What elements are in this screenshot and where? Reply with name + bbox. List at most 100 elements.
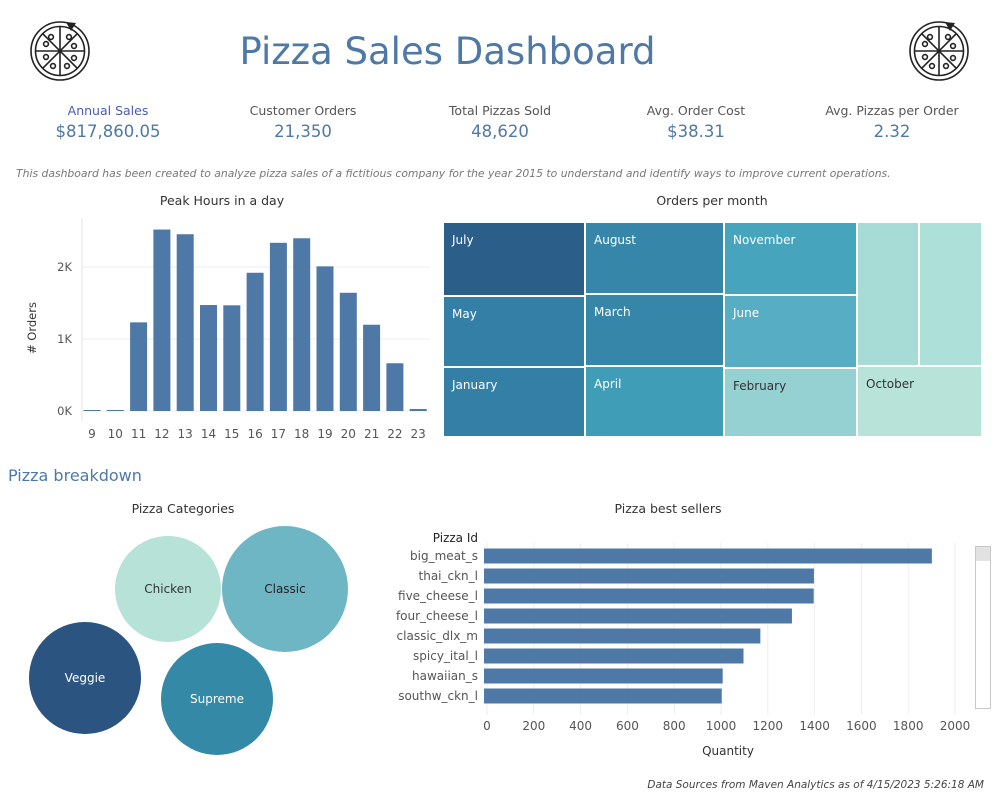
treemap-cell-label: March — [594, 305, 631, 319]
x-tick-label: 14 — [201, 427, 216, 441]
pizza-best-sellers-title: Pizza best sellers — [614, 501, 722, 516]
bar[interactable] — [153, 229, 171, 411]
bar[interactable] — [484, 648, 744, 664]
kpi-value: $817,860.05 — [55, 122, 161, 141]
y-axis-title: # Orders — [25, 302, 39, 354]
x-tick-label: 0 — [483, 719, 491, 733]
bar[interactable] — [484, 628, 761, 644]
best-sellers-scrollbar-thumb[interactable] — [976, 547, 990, 561]
bar[interactable] — [106, 410, 124, 411]
kpi-value: $38.31 — [667, 122, 725, 141]
x-tick-label: 15 — [224, 427, 239, 441]
treemap-cell[interactable]: February — [724, 368, 857, 437]
orders-per-month-title: Orders per month — [656, 193, 768, 208]
category-label: four_cheese_l — [396, 609, 478, 623]
treemap-cell[interactable] — [857, 222, 919, 366]
treemap-cell[interactable]: October — [857, 366, 982, 437]
pizza-logo-right-icon — [909, 21, 969, 81]
bubble-label: Classic — [264, 582, 306, 596]
treemap-cell[interactable]: May — [443, 296, 585, 367]
kpi-value: 48,620 — [471, 122, 529, 141]
kpi-avg-order-cost[interactable]: Avg. Order Cost $38.31 — [606, 103, 786, 141]
bar[interactable] — [223, 305, 241, 411]
x-axis-title: Quantity — [702, 744, 754, 758]
treemap-cell-label: February — [733, 379, 787, 393]
x-tick-label: 200 — [522, 719, 545, 733]
x-tick-label: 22 — [387, 427, 402, 441]
peak-hours-chart[interactable]: 0K 1K 2K # Orders 9 10 11 12 13 14 15 16 17 18 19 20 21 2… — [0, 210, 440, 450]
x-tick-label: 9 — [88, 427, 96, 441]
data-source-footer: Data Sources from Maven Analytics as of … — [647, 779, 984, 791]
y-tick-label: 1K — [57, 332, 72, 346]
section-title: Pizza breakdown — [8, 466, 142, 485]
x-tick-label: 19 — [317, 427, 332, 441]
bar[interactable] — [484, 568, 814, 584]
bar[interactable] — [293, 238, 311, 411]
x-tick-label: 1000 — [706, 719, 737, 733]
peak-hours-title: Peak Hours in a day — [159, 193, 285, 208]
bar[interactable] — [409, 408, 427, 411]
kpi-total-pizzas-sold[interactable]: Total Pizzas Sold 48,620 — [410, 103, 590, 141]
treemap-cell-label: May — [452, 307, 477, 321]
x-tick-label: 1400 — [799, 719, 830, 733]
treemap-cell[interactable]: August — [585, 222, 724, 294]
bar[interactable] — [484, 688, 722, 704]
bar[interactable] — [363, 324, 381, 411]
treemap-cell[interactable]: July — [443, 222, 585, 296]
bar[interactable] — [484, 668, 723, 684]
bar[interactable] — [484, 548, 932, 564]
bubble-label: Supreme — [190, 691, 244, 706]
kpi-avg-pizzas-per-order[interactable]: Avg. Pizzas per Order 2.32 — [802, 103, 982, 141]
treemap-cell[interactable]: April — [585, 366, 724, 437]
bar[interactable] — [339, 292, 357, 411]
kpi-value: 21,350 — [274, 122, 332, 141]
category-label: five_cheese_l — [398, 589, 478, 603]
bar[interactable] — [176, 234, 194, 411]
treemap-cell[interactable]: June — [724, 295, 857, 368]
category-bubble[interactable]: Classic — [222, 526, 348, 652]
bar[interactable] — [200, 305, 217, 411]
kpi-annual-sales[interactable]: Annual Sales $817,860.05 — [18, 103, 198, 141]
pizza-logo-left-icon — [30, 21, 90, 81]
x-tick-label: 16 — [247, 427, 262, 441]
x-tick-label: 21 — [364, 427, 379, 441]
bar[interactable] — [246, 272, 264, 411]
x-tick-label: 1800 — [893, 719, 924, 733]
x-tick-label: 13 — [178, 427, 193, 441]
x-tick-label: 1200 — [753, 719, 784, 733]
category-label: big_meat_s — [410, 549, 478, 563]
bar[interactable] — [484, 588, 814, 604]
category-bubble[interactable]: Veggie — [29, 622, 141, 734]
dashboard-title: Pizza Sales Dashboard — [239, 30, 656, 73]
x-tick-label: 800 — [663, 719, 686, 733]
pizza-best-sellers-chart[interactable]: 0 200 400 600 800 1000 1200 1400 1600 1800 2000 Piz… — [380, 525, 975, 765]
kpi-label: Annual Sales — [67, 103, 149, 118]
category-bubble[interactable]: Chicken — [115, 536, 221, 642]
pizza-categories-bubbles[interactable]: Chicken Classic Veggie Supreme — [0, 520, 380, 780]
x-tick-label: 1600 — [846, 719, 877, 733]
orders-per-month-treemap[interactable]: July May January August March April November Ju… — [443, 222, 982, 437]
kpi-label: Avg. Pizzas per Order — [825, 103, 959, 118]
x-tick-label: 10 — [108, 427, 123, 441]
bar[interactable] — [484, 608, 792, 624]
bar[interactable] — [269, 242, 287, 411]
category-bubble[interactable]: Supreme — [160, 642, 274, 756]
treemap-cell[interactable]: March — [585, 294, 724, 366]
bar[interactable] — [83, 410, 101, 411]
kpi-label: Customer Orders — [249, 103, 357, 118]
treemap-cell[interactable]: January — [443, 367, 585, 437]
bubble-label: Veggie — [64, 670, 106, 685]
bar[interactable] — [130, 322, 148, 411]
best-sellers-scrollbar[interactable] — [975, 546, 991, 709]
dashboard-description: This dashboard has been created to analy… — [16, 167, 891, 180]
x-tick-label: 400 — [569, 719, 592, 733]
bar[interactable] — [386, 363, 404, 411]
treemap-cell[interactable] — [919, 222, 982, 366]
treemap-cell-label: October — [866, 377, 915, 391]
category-label: thai_ckn_l — [419, 569, 478, 583]
treemap-cell[interactable]: November — [724, 222, 857, 295]
y-tick-label: 0K — [57, 404, 72, 418]
bar[interactable] — [316, 266, 334, 411]
kpi-customer-orders[interactable]: Customer Orders 21,350 — [213, 103, 393, 141]
x-tick-label: 23 — [411, 427, 426, 441]
